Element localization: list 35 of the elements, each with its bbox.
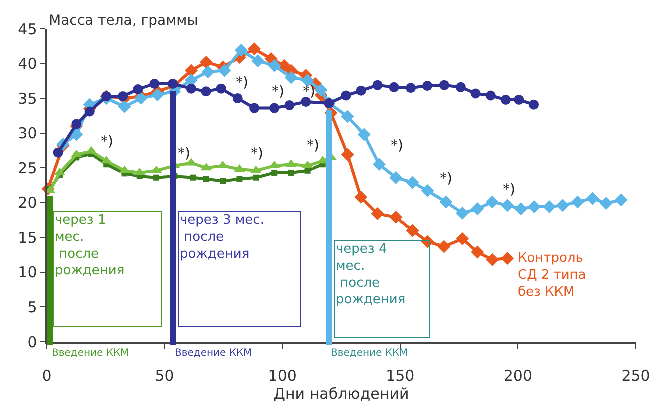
x-tick-label: 150: [386, 366, 415, 385]
y-tick-label: 25: [18, 159, 38, 178]
y-tick-label: 40: [18, 55, 38, 74]
annotation: *): [440, 171, 452, 187]
annotation: через 3 мес. после рождения: [180, 213, 264, 262]
y-tick-label: 15: [18, 228, 38, 247]
annotation: через 1 мес. после рождения: [55, 213, 125, 279]
annotation: *): [236, 75, 248, 91]
annotation: *): [101, 134, 114, 150]
annotation: Введение ККМ: [331, 348, 408, 359]
annotation: Введение ККМ: [175, 348, 252, 359]
annotation: *): [391, 138, 404, 154]
annotation: через 4 мес. после рождения: [336, 242, 406, 308]
y-tick-label: 0: [28, 333, 38, 352]
y-tick-label: 35: [18, 90, 38, 108]
annotation: Введение ККМ: [52, 348, 130, 359]
annotation: *): [303, 84, 316, 100]
x-tick-label: 50: [155, 366, 174, 385]
x-tick-label: 100: [268, 366, 297, 385]
annotation: *): [251, 146, 264, 162]
x-tick-label: 200: [504, 366, 533, 385]
annotation: *): [178, 146, 190, 162]
x-tick-label: 250: [622, 366, 650, 385]
x-tick-label: 0: [42, 366, 52, 385]
y-axis-title: Масса тела, граммы: [49, 13, 198, 29]
y-tick-label: 20: [18, 194, 38, 212]
y-tick-label: 45: [18, 20, 38, 38]
series-label: Контроль СД 2 типа без ККМ: [518, 251, 586, 300]
annotation: *): [307, 138, 320, 154]
y-tick-label: 5: [28, 298, 38, 316]
annotation: *): [272, 84, 284, 100]
y-tick-label: 10: [18, 264, 38, 282]
x-axis-title: Дни наблюдений: [274, 384, 410, 403]
y-tick-label: 30: [18, 124, 38, 143]
annotation: *): [503, 182, 516, 198]
